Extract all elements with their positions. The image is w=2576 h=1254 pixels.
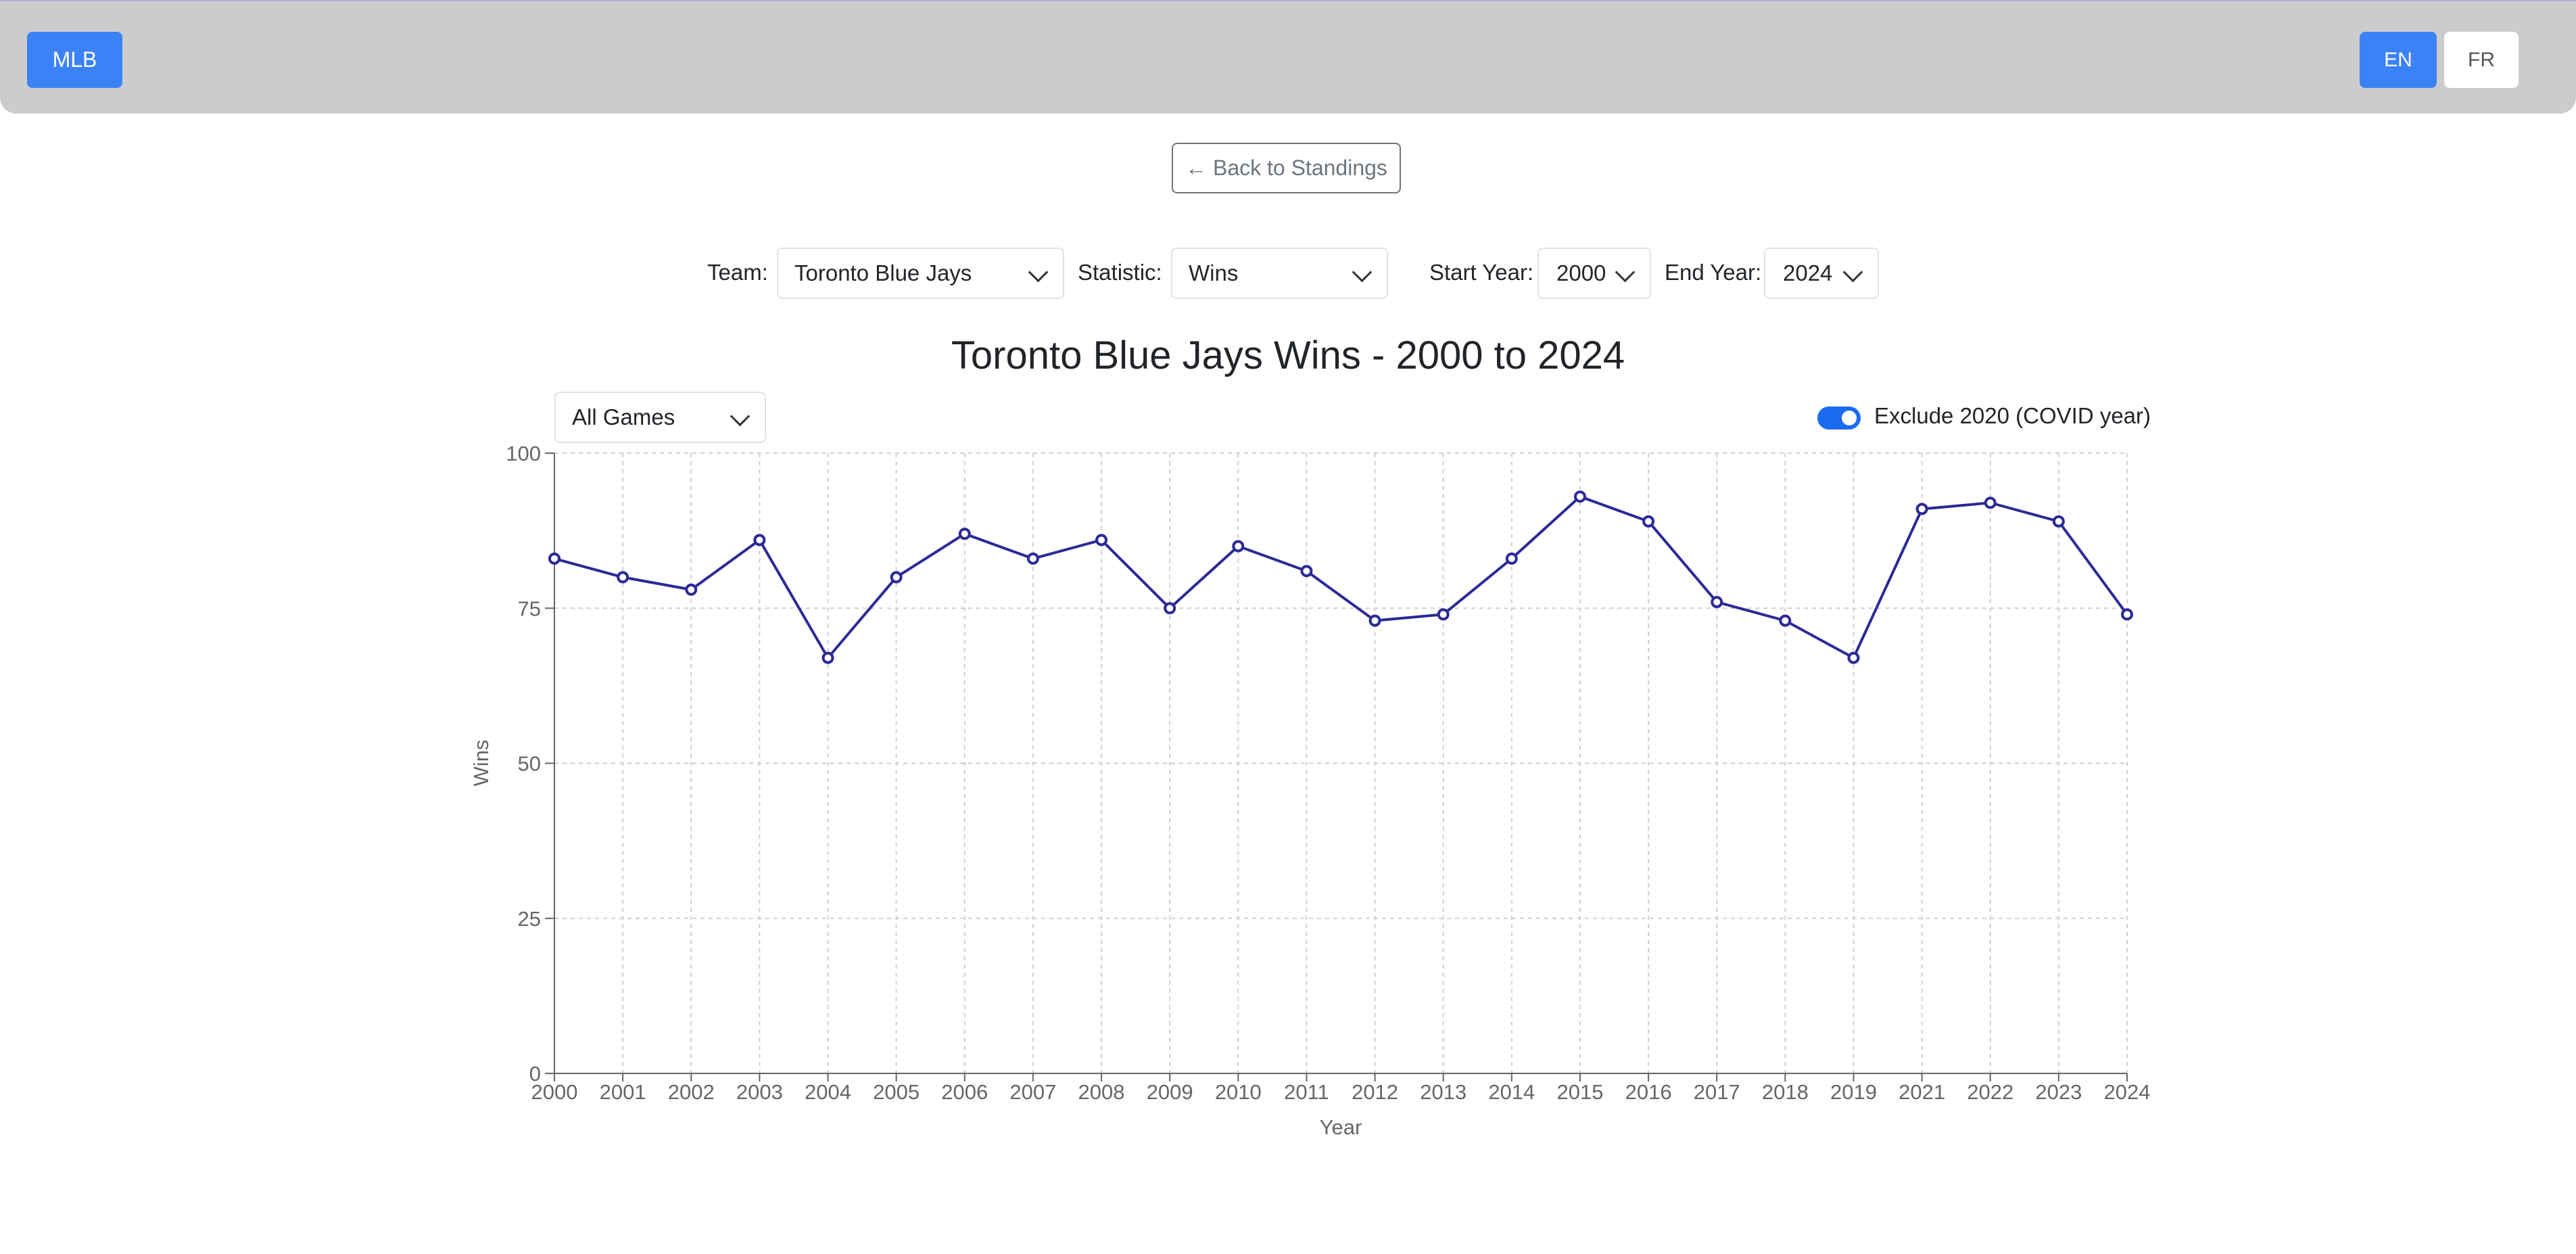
data-point <box>686 585 696 595</box>
data-point <box>1917 505 1927 514</box>
data-point <box>755 535 764 544</box>
data-point <box>1302 566 1311 576</box>
x-tick-label: 2010 <box>1215 1080 1262 1104</box>
x-tick-label: 2012 <box>1352 1080 1398 1104</box>
data-point <box>1097 535 1106 544</box>
data-point <box>1575 492 1585 501</box>
y-tick-label: 50 <box>518 752 541 776</box>
x-tick-label: 2008 <box>1078 1080 1125 1104</box>
series-line <box>554 496 2127 657</box>
x-tick-label: 2001 <box>600 1080 646 1104</box>
y-tick-label: 25 <box>518 907 541 931</box>
data-point <box>1165 603 1174 613</box>
x-tick-label: 2016 <box>1625 1080 1672 1104</box>
x-tick-label: 2000 <box>531 1080 578 1104</box>
x-tick-label: 2007 <box>1009 1080 1056 1104</box>
x-axis-label: Year <box>1320 1115 1362 1139</box>
x-tick-label: 2022 <box>1967 1080 2013 1104</box>
x-tick-label: 2023 <box>2035 1080 2082 1104</box>
x-tick-label: 2002 <box>668 1080 715 1104</box>
x-tick-label: 2005 <box>873 1080 920 1104</box>
data-point <box>1370 616 1380 626</box>
x-tick-label: 2017 <box>1694 1080 1740 1104</box>
x-tick-label: 2024 <box>2104 1080 2151 1104</box>
data-point <box>1986 498 1995 507</box>
data-point <box>1644 517 1653 526</box>
x-tick-label: 2004 <box>805 1080 851 1104</box>
data-point <box>1780 616 1790 626</box>
data-point <box>1848 653 1858 663</box>
data-point <box>824 653 833 663</box>
data-point <box>960 529 970 538</box>
data-point <box>1233 542 1243 551</box>
y-axis-label: Wins <box>469 740 493 787</box>
x-tick-label: 2019 <box>1830 1080 1877 1104</box>
x-tick-label: 2015 <box>1556 1080 1603 1104</box>
x-tick-label: 2003 <box>736 1080 783 1104</box>
x-tick-label: 2009 <box>1147 1080 1193 1104</box>
data-point <box>550 554 559 563</box>
data-point <box>1712 597 1721 607</box>
x-tick-label: 2011 <box>1284 1080 1329 1104</box>
x-tick-label: 2021 <box>1899 1080 1945 1104</box>
data-point <box>892 572 901 582</box>
data-point <box>1507 554 1517 563</box>
x-tick-label: 2006 <box>941 1080 988 1104</box>
x-tick-label: 2013 <box>1420 1080 1466 1104</box>
data-point <box>2054 517 2064 526</box>
data-point <box>618 572 627 582</box>
y-tick-label: 75 <box>518 597 541 620</box>
x-tick-label: 2014 <box>1488 1080 1535 1104</box>
x-tick-label: 2018 <box>1762 1080 1809 1104</box>
data-point <box>2122 609 2132 619</box>
y-tick-label: 100 <box>506 442 541 465</box>
data-point <box>1028 554 1038 563</box>
data-point <box>1439 609 1448 619</box>
